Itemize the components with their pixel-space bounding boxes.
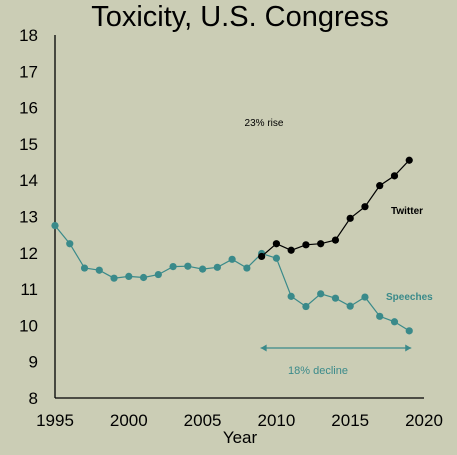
x-tick-label: 2020	[405, 411, 443, 430]
data-point-twitter	[331, 236, 340, 244]
data-point-speeches	[139, 273, 148, 282]
rise-annotation: 23% rise	[245, 118, 284, 129]
data-point-speeches	[228, 255, 236, 263]
x-axis-label: Year	[223, 428, 258, 447]
data-point-speeches	[302, 302, 310, 311]
series-layer	[51, 156, 413, 335]
data-point-twitter	[390, 172, 399, 180]
data-point-speeches	[66, 240, 74, 248]
data-point-twitter	[376, 182, 384, 190]
series-speeches	[51, 221, 413, 335]
chart-title: Toxicity, U.S. Congress	[91, 1, 389, 33]
data-point-speeches	[331, 294, 340, 302]
data-point-speeches	[213, 263, 221, 271]
series-line-speeches	[54, 225, 410, 332]
series-twitter	[258, 156, 413, 261]
decline-arrow	[260, 344, 412, 352]
y-tick-label: 10	[19, 316, 38, 335]
decline-arrowhead-left	[260, 344, 267, 352]
data-point-speeches	[272, 254, 280, 262]
series-label-speeches: Speeches	[386, 292, 433, 303]
x-tick-label: 2010	[257, 411, 295, 430]
y-tick-label: 15	[19, 135, 38, 154]
data-point-speeches	[346, 302, 354, 310]
data-point-speeches	[110, 274, 118, 282]
y-tick-label: 11	[20, 280, 38, 299]
data-point-twitter	[302, 241, 310, 249]
data-point-speeches	[287, 292, 295, 300]
x-tick-label: 1995	[36, 411, 74, 430]
y-tick-label: 13	[19, 208, 38, 227]
data-point-speeches	[317, 290, 325, 298]
data-point-speeches	[95, 266, 103, 274]
data-point-speeches	[184, 262, 192, 270]
x-tick-label: 2005	[184, 411, 222, 430]
data-point-speeches	[243, 264, 251, 272]
data-point-speeches	[199, 265, 207, 273]
y-tick-label: 18	[19, 26, 38, 45]
x-tick-label: 2000	[110, 411, 148, 430]
data-point-twitter	[405, 156, 413, 164]
x-tick-label: 2015	[331, 411, 369, 430]
series-label-twitter: Twitter	[391, 206, 423, 217]
data-point-speeches	[51, 221, 59, 230]
decline-arrowhead-right	[405, 344, 412, 352]
data-point-speeches	[390, 318, 399, 326]
data-point-twitter	[346, 214, 354, 222]
axes	[54, 35, 424, 399]
y-tick-label: 12	[19, 244, 38, 263]
data-point-speeches	[405, 327, 413, 335]
data-point-twitter	[317, 240, 325, 248]
y-tick-label: 9	[29, 353, 38, 372]
data-point-twitter	[287, 246, 295, 254]
data-point-speeches	[125, 272, 133, 280]
y-tick-label: 16	[19, 99, 38, 118]
data-point-speeches	[169, 262, 177, 271]
data-point-speeches	[154, 270, 162, 279]
x-tick-labels: 1995 2000 2005 2010 2015 2020	[36, 411, 443, 430]
data-point-speeches	[361, 293, 369, 301]
data-point-speeches	[376, 312, 384, 320]
data-point-speeches	[80, 264, 89, 272]
y-tick-label: 14	[19, 171, 38, 190]
y-tick-label: 17	[19, 62, 38, 81]
decline-annotation: 18% decline	[288, 365, 348, 377]
data-point-twitter	[361, 203, 369, 211]
data-point-twitter	[272, 240, 280, 248]
data-point-twitter	[258, 252, 266, 261]
y-tick-labels: 8 9 10 11 12 13 14 15 16 17 18	[19, 26, 38, 408]
y-tick-label: 8	[29, 389, 38, 408]
